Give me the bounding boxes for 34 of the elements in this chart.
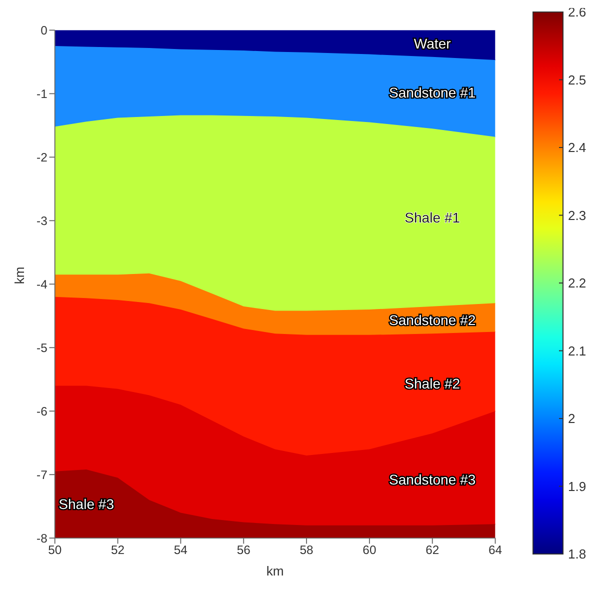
series-label: Water: [414, 36, 452, 52]
series-label: Shale #2: [404, 375, 460, 392]
series-label: Shale #3: [58, 496, 114, 512]
x-tick-label: 54: [174, 543, 188, 558]
x-axis-title: km: [266, 564, 284, 579]
x-tick-label: 56: [236, 543, 251, 558]
color-bar-label: 2.2: [568, 276, 586, 291]
y-tick-label: -3: [36, 214, 48, 228]
y-tick-label: -7: [36, 468, 48, 482]
color-bar-label: 2.1: [568, 343, 586, 358]
y-tick-label: -5: [36, 340, 48, 355]
y-axis-title: km: [12, 266, 27, 284]
x-tick-label: 60: [362, 543, 376, 558]
y-tick-label: -8: [36, 531, 48, 546]
y-tick-label: -1: [36, 86, 48, 101]
series-label: Sandstone #3: [389, 471, 476, 488]
x-tick-label: 50: [48, 543, 62, 558]
x-tick-label: 52: [111, 543, 125, 558]
x-tick-label: 58: [300, 543, 314, 558]
y-tick-label: 0: [40, 24, 48, 38]
series-label: Sandstone #2: [389, 312, 476, 328]
series-label: Shale #1: [404, 209, 460, 226]
y-tick-label: -6: [36, 404, 48, 418]
color-bar-label: 2.3: [568, 208, 586, 223]
y-tick-label: -4: [36, 277, 48, 292]
color-bar-label: 2: [568, 411, 575, 426]
y-tick-label: -2: [36, 150, 48, 164]
color-bar-label: 2.5: [568, 72, 586, 88]
x-tick-label: 64: [488, 543, 502, 558]
color-bar-label: 2.4: [568, 140, 586, 156]
color-bar-label: 1.8: [568, 546, 586, 562]
series-label: Sandstone #1: [389, 84, 476, 101]
x-tick-label: 62: [426, 543, 440, 558]
color-bar-label: 1.9: [568, 478, 586, 494]
